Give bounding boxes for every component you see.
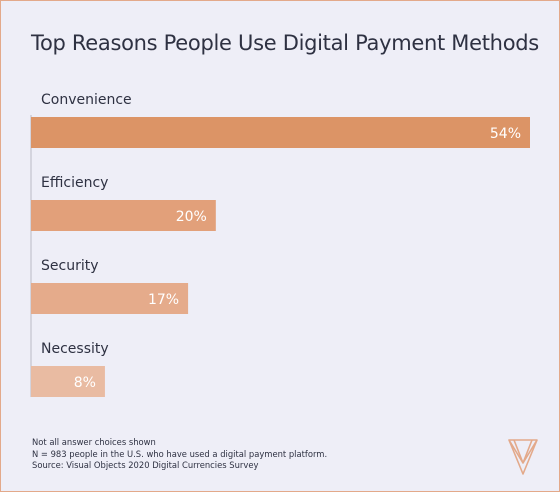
visual-objects-logo-icon <box>508 439 538 475</box>
chart-notes: Not all answer choices shown N = 983 peo… <box>32 437 327 472</box>
value-label-efficiency: 20% <box>176 209 207 225</box>
category-label-necessity: Necessity <box>41 341 109 357</box>
note-answer-choices: Not all answer choices shown <box>32 437 156 447</box>
bar-chart: Convenience 54% Efficiency 20% Security 17% Ne… <box>30 92 530 397</box>
category-label-convenience: Convenience <box>41 92 132 108</box>
bar-convenience <box>31 117 530 148</box>
note-source: Source: Visual Objects 2020 Digital Curr… <box>32 460 259 470</box>
category-label-efficiency: Efficiency <box>41 175 108 191</box>
value-label-security: 17% <box>148 292 179 308</box>
chart-title: Top Reasons People Use Digital Payment M… <box>31 31 539 55</box>
category-label-security: Security <box>41 258 99 274</box>
bar-necessity <box>31 366 105 397</box>
bars-group: Convenience 54% Efficiency 20% Security 17% Ne… <box>31 92 530 397</box>
bar-efficiency <box>31 200 216 231</box>
value-label-convenience: 54% <box>490 126 521 142</box>
note-sample-size: N = 983 people in the U.S. who have used… <box>32 448 328 459</box>
bar-security <box>31 283 189 314</box>
value-label-necessity: 8% <box>74 375 96 391</box>
